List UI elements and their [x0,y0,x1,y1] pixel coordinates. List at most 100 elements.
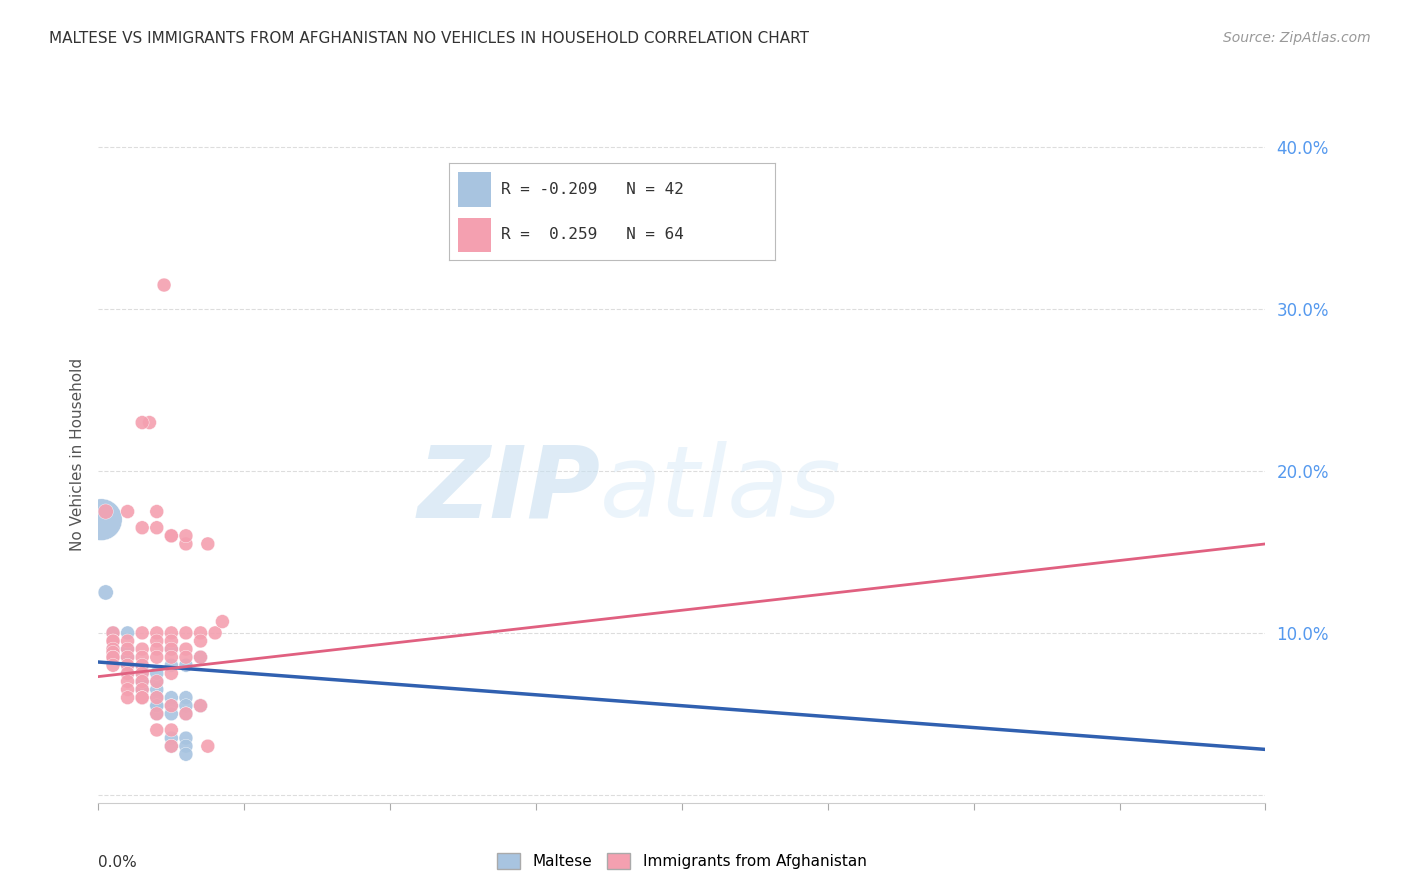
Point [131,674,153,689]
Point [117,658,139,673]
Point [160,626,183,640]
Point [146,706,169,721]
Point [174,529,197,543]
Point [101,626,124,640]
Point [160,650,183,665]
Point [160,529,183,543]
Point [94,585,117,599]
Point [160,690,183,705]
Point [131,650,153,665]
Point [131,626,153,640]
Point [131,682,153,697]
Point [174,642,197,657]
Point [146,666,169,681]
Point [211,615,233,629]
Point [101,658,124,673]
Point [174,537,197,551]
FancyBboxPatch shape [458,172,491,207]
Point [146,674,169,689]
Point [101,645,124,659]
Point [197,537,219,551]
Point [160,739,183,754]
Point [146,650,169,665]
Point [174,698,197,713]
Point [117,666,139,681]
Point [131,416,153,430]
Point [174,706,197,721]
Point [146,698,169,713]
Point [174,731,197,745]
Point [160,706,183,721]
Point [101,650,124,665]
Point [117,682,139,697]
Point [174,747,197,762]
Point [146,634,169,648]
Point [146,521,169,535]
Point [94,504,117,518]
Point [160,731,183,745]
Point [160,529,183,543]
Point [101,626,124,640]
Point [131,682,153,697]
Text: R =  0.259   N = 64: R = 0.259 N = 64 [501,227,683,243]
Point [101,634,124,648]
FancyBboxPatch shape [458,219,491,252]
Point [117,642,139,657]
Point [131,674,153,689]
Point [117,658,139,673]
Point [146,690,169,705]
Point [160,739,183,754]
Point [131,682,153,697]
Point [174,739,197,754]
Point [101,642,124,657]
Point [131,521,153,535]
Point [101,634,124,648]
Point [160,698,183,713]
Point [197,739,219,754]
Point [190,698,212,713]
Point [117,504,139,518]
Point [174,626,197,640]
Point [131,666,153,681]
Point [204,626,226,640]
Point [160,723,183,737]
Point [90,513,112,527]
Point [117,690,139,705]
Point [117,666,139,681]
Point [117,674,139,689]
Point [146,706,169,721]
Point [146,674,169,689]
Point [146,504,169,518]
Point [101,634,124,648]
Point [174,650,197,665]
Text: 0.0%: 0.0% [98,855,138,870]
Point [160,642,183,657]
Point [160,658,183,673]
Text: ZIP: ZIP [418,442,600,538]
Point [131,690,153,705]
Point [131,674,153,689]
Point [146,626,169,640]
Point [146,723,169,737]
Point [174,690,197,705]
Point [146,698,169,713]
Point [190,650,212,665]
Y-axis label: No Vehicles in Household: No Vehicles in Household [69,359,84,551]
Point [190,650,212,665]
Point [174,706,197,721]
Point [117,642,139,657]
Point [153,278,176,293]
Point [160,642,183,657]
Point [117,626,139,640]
Point [146,642,169,657]
Text: atlas: atlas [600,442,842,538]
Point [101,650,124,665]
Point [146,690,169,705]
Point [174,658,197,673]
Text: MALTESE VS IMMIGRANTS FROM AFGHANISTAN NO VEHICLES IN HOUSEHOLD CORRELATION CHAR: MALTESE VS IMMIGRANTS FROM AFGHANISTAN N… [49,31,810,46]
Point [160,634,183,648]
Point [131,690,153,705]
Point [190,634,212,648]
Point [131,658,153,673]
Point [117,634,139,648]
